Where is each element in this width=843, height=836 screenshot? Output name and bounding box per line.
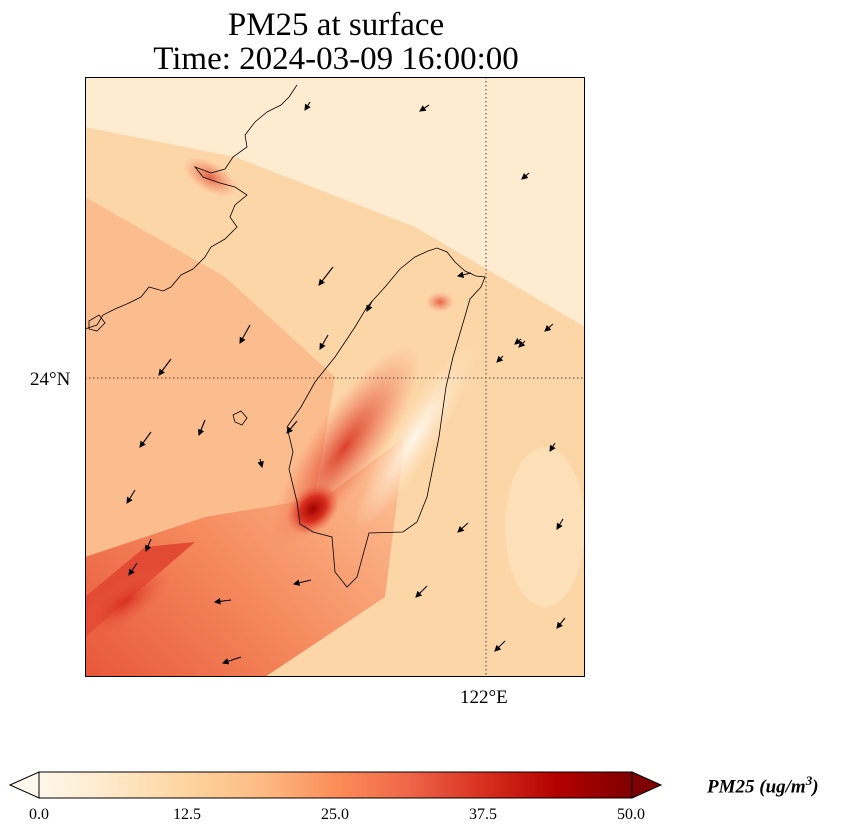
pm25-field <box>85 77 585 677</box>
colorbar <box>8 771 663 799</box>
gridlines <box>85 77 585 677</box>
coastlines <box>85 84 486 588</box>
kinmen-island <box>88 314 106 332</box>
colorbar-label-close: ) <box>812 776 819 798</box>
colorbar-label: PM25 (ug/m3) <box>707 773 819 798</box>
colorbar-tick: 0.0 <box>29 806 49 823</box>
map-frame <box>85 77 585 677</box>
colorbar-tick: 50.0 <box>617 806 645 823</box>
title-time: Time: 2024-03-09 16:00:00 <box>153 41 519 77</box>
map-panel <box>85 77 585 677</box>
colorbar-extend-max <box>631 771 663 799</box>
wind-vectors <box>126 101 566 665</box>
taiwan-coastline <box>286 247 486 588</box>
china-coastline <box>85 84 298 330</box>
colorbar-extend-min <box>8 771 40 799</box>
colorbar-label-text: PM25 (ug/m <box>707 776 806 798</box>
lat-tick-label: 24°N <box>30 369 71 390</box>
lon-tick-label: 122°E <box>460 687 508 708</box>
colorbar-gradient <box>38 771 633 799</box>
colorbar-tick: 37.5 <box>469 806 497 823</box>
colorbar-tick: 12.5 <box>173 806 201 823</box>
colorbar-tick: 25.0 <box>321 806 349 823</box>
penghu-islands <box>232 410 248 426</box>
title-variable: PM25 at surface <box>227 7 445 43</box>
colorbar-label-exponent: 3 <box>805 773 813 788</box>
